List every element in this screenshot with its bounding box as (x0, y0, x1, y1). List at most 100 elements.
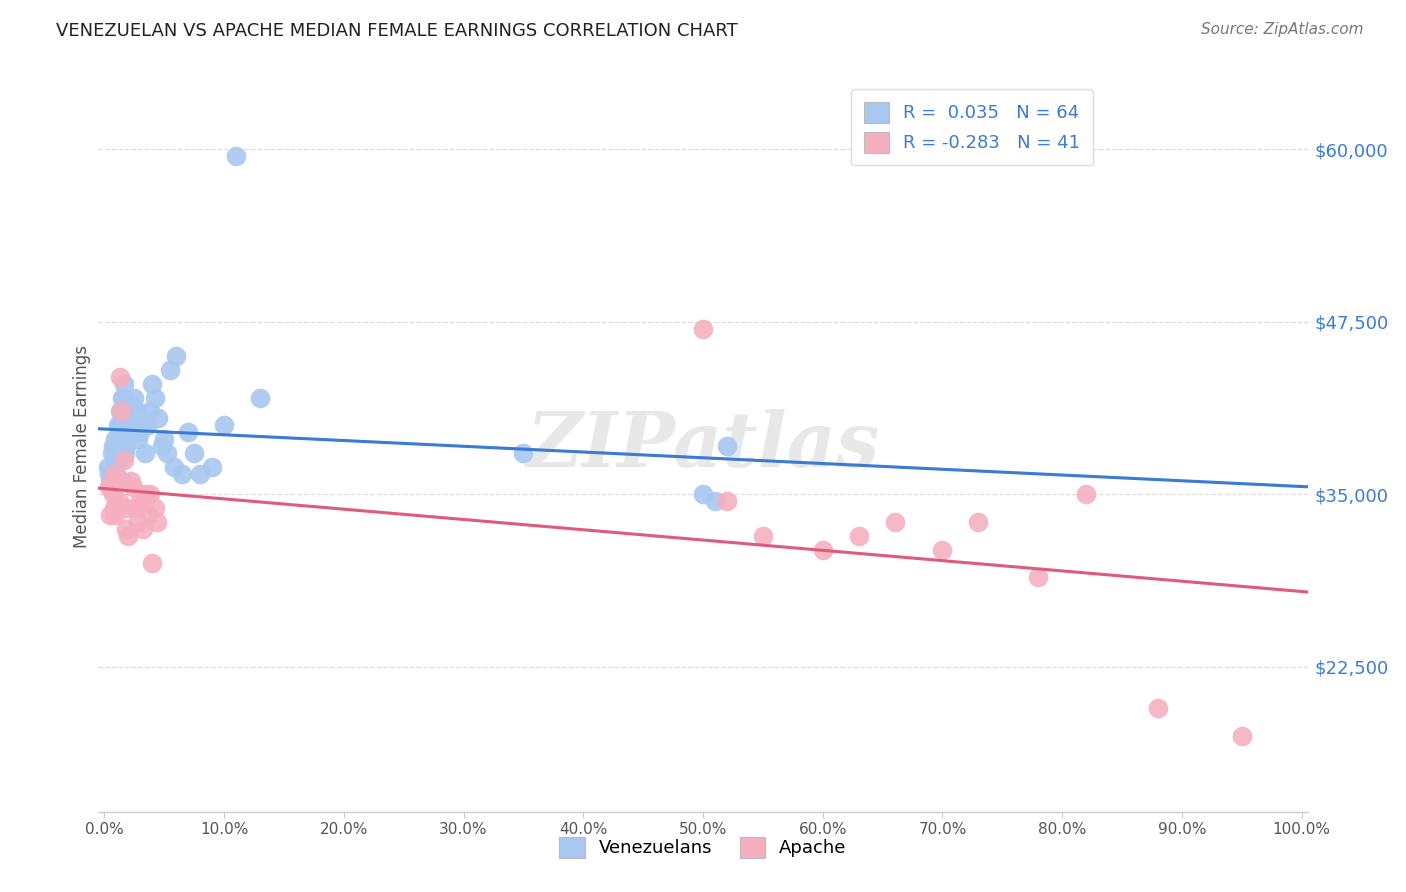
Point (148, 411, 170, 425)
Point (105, 467, 128, 481)
Point (117, 529, 139, 543)
Point (111, 411, 134, 425)
Point (103, 501, 125, 516)
Point (107, 494, 129, 508)
Point (104, 459, 127, 474)
Point (108, 418, 131, 433)
Point (716, 494, 738, 508)
Point (107, 439, 129, 453)
Point (114, 446, 136, 460)
Point (883, 515, 905, 529)
Point (134, 446, 156, 460)
Point (225, 149, 247, 163)
Point (108, 404, 131, 418)
Point (115, 432, 138, 446)
Point (141, 557, 163, 571)
Point (129, 425, 152, 440)
Point (101, 439, 124, 453)
Point (136, 418, 159, 433)
Point (103, 467, 125, 481)
Point (100, 474, 122, 488)
Point (105, 501, 128, 516)
Point (212, 418, 235, 433)
Point (1230, 729, 1253, 743)
Point (172, 467, 194, 481)
Point (120, 425, 142, 440)
Point (136, 508, 159, 522)
Point (129, 494, 152, 508)
Point (97, 459, 120, 474)
Point (98, 480, 121, 494)
Point (141, 376, 163, 391)
Point (117, 404, 139, 418)
Point (122, 480, 145, 494)
Point (159, 363, 181, 377)
Point (105, 446, 128, 460)
Point (104, 432, 127, 446)
Point (127, 515, 149, 529)
Point (100, 508, 122, 522)
Point (110, 446, 132, 460)
Point (143, 391, 166, 405)
Point (98, 467, 121, 481)
Point (153, 432, 176, 446)
Point (692, 321, 714, 335)
Point (107, 418, 129, 433)
Point (1074, 487, 1097, 501)
Point (967, 515, 990, 529)
Point (100, 446, 122, 460)
Point (188, 467, 211, 481)
Point (716, 439, 738, 453)
Point (132, 418, 155, 433)
Point (115, 501, 138, 516)
Point (146, 515, 169, 529)
Point (156, 446, 179, 460)
Text: VENEZUELAN VS APACHE MEDIAN FEMALE EARNINGS CORRELATION CHART: VENEZUELAN VS APACHE MEDIAN FEMALE EARNI… (56, 22, 738, 40)
Point (150, 439, 173, 453)
Point (107, 474, 129, 488)
Point (111, 391, 134, 405)
Point (177, 425, 200, 440)
Point (811, 542, 834, 557)
Point (201, 459, 224, 474)
Point (163, 459, 186, 474)
Point (132, 522, 155, 536)
Point (249, 391, 271, 405)
Point (121, 398, 143, 412)
Point (1147, 701, 1170, 715)
Point (112, 452, 135, 467)
Point (134, 487, 156, 501)
Point (139, 487, 162, 501)
Point (848, 529, 870, 543)
Point (103, 452, 125, 467)
Point (120, 474, 142, 488)
Point (115, 522, 138, 536)
Point (107, 432, 129, 446)
Point (108, 370, 131, 384)
Point (104, 508, 127, 522)
Point (115, 418, 138, 433)
Point (931, 542, 953, 557)
Point (704, 494, 727, 508)
Point (692, 487, 714, 501)
Legend: Venezuelans, Apache: Venezuelans, Apache (553, 830, 853, 865)
Point (110, 404, 132, 418)
Point (100, 480, 122, 494)
Point (512, 446, 534, 460)
Point (112, 376, 135, 391)
Point (100, 474, 122, 488)
Point (111, 404, 134, 418)
Text: Source: ZipAtlas.com: Source: ZipAtlas.com (1201, 22, 1364, 37)
Point (112, 391, 135, 405)
Point (183, 446, 205, 460)
Point (107, 452, 129, 467)
Point (111, 474, 134, 488)
Point (124, 391, 146, 405)
Point (127, 432, 149, 446)
Point (165, 349, 187, 363)
Point (143, 501, 166, 516)
Point (110, 425, 132, 440)
Point (115, 439, 138, 453)
Point (752, 529, 775, 543)
Text: ZIPatlas: ZIPatlas (526, 409, 880, 483)
